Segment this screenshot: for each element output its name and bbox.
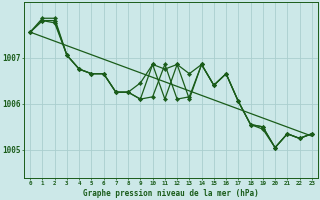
X-axis label: Graphe pression niveau de la mer (hPa): Graphe pression niveau de la mer (hPa)	[83, 189, 259, 198]
